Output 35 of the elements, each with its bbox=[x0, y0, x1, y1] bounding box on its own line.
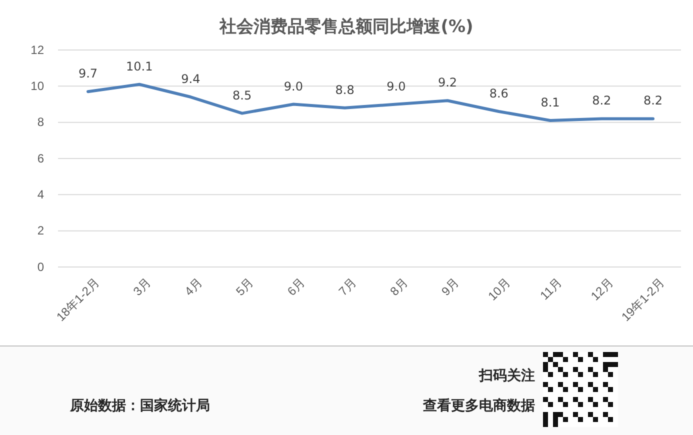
data-label: 8.8 bbox=[335, 82, 354, 97]
data-label: 8.2 bbox=[592, 94, 612, 108]
data-label: 9.2 bbox=[438, 76, 458, 90]
x-tick-label: 18年1-2月 bbox=[54, 275, 102, 324]
y-tick-label: 4 bbox=[37, 188, 44, 202]
y-tick-label: 6 bbox=[37, 151, 44, 166]
data-label: 10.1 bbox=[126, 59, 153, 74]
x-tick-label: 9月 bbox=[438, 275, 462, 298]
x-tick-label: 6月 bbox=[284, 275, 308, 298]
x-tick-label: 19年1-2月 bbox=[618, 275, 668, 324]
x-tick-label: 3月 bbox=[130, 275, 154, 298]
data-label: 8.6 bbox=[489, 86, 508, 100]
data-label: 9.0 bbox=[284, 79, 303, 94]
text: 原始数据：国家统计局 bbox=[69, 397, 210, 414]
data-label: 8.5 bbox=[232, 88, 252, 102]
data-label: 9.4 bbox=[181, 72, 200, 86]
x-tick-label: 5月 bbox=[233, 275, 256, 298]
y-tick-label: 2 bbox=[37, 224, 44, 238]
y-tick-label: 10 bbox=[30, 79, 44, 94]
chart-title: 社会消费品零售总额同比增速(%) bbox=[218, 17, 474, 37]
y-tick-label: 8 bbox=[37, 115, 44, 130]
x-tick-label: 8月 bbox=[387, 275, 410, 298]
data-label: 9.7 bbox=[78, 66, 98, 81]
x-tick-label: 10月 bbox=[485, 275, 514, 304]
y-tick-label: 0 bbox=[37, 260, 44, 274]
data-label: 8.1 bbox=[540, 96, 560, 110]
x-tick-label: 11月 bbox=[537, 275, 565, 303]
text: 扫码关注 bbox=[478, 367, 535, 384]
data-label: 9.0 bbox=[386, 79, 406, 94]
y-tick-label: 12 bbox=[30, 42, 44, 57]
x-tick-label: 12月 bbox=[588, 275, 616, 304]
text: 查看更多电商数据 bbox=[422, 397, 535, 414]
x-tick-label: 7月 bbox=[336, 275, 360, 298]
data-label: 8.2 bbox=[643, 94, 663, 108]
x-tick-label: 4月 bbox=[182, 275, 205, 298]
